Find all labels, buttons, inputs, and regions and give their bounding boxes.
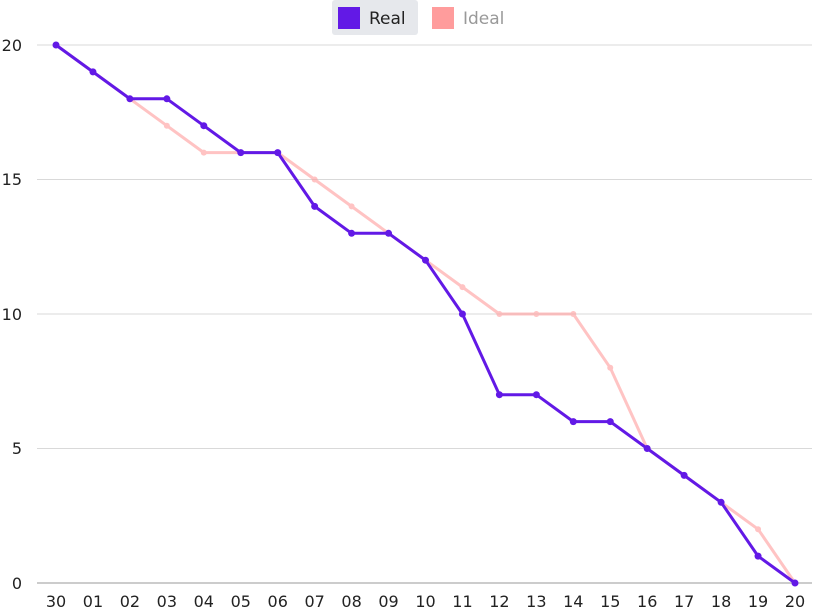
x-tick-label: 05: [231, 592, 251, 611]
y-tick-label: 15: [2, 170, 22, 189]
data-point-real[interactable]: [643, 445, 651, 452]
data-point-real[interactable]: [754, 552, 762, 560]
data-point-real[interactable]: [791, 579, 799, 587]
x-tick-label: 17: [674, 592, 694, 611]
data-point-ideal[interactable]: [755, 526, 762, 533]
x-tick-label: 19: [748, 592, 768, 611]
legend-swatch-ideal[interactable]: [432, 7, 454, 29]
data-point-real[interactable]: [495, 391, 503, 399]
x-tick-label: 10: [415, 592, 435, 611]
data-point-real[interactable]: [126, 95, 134, 103]
data-point-real[interactable]: [163, 95, 171, 103]
y-tick-labels: 0 5 10 15 20: [2, 36, 22, 593]
data-point-real[interactable]: [532, 391, 540, 399]
data-point-ideal[interactable]: [459, 284, 466, 291]
legend-swatch-real[interactable]: [338, 7, 360, 29]
data-point-real[interactable]: [311, 202, 319, 210]
data-point-ideal[interactable]: [163, 122, 170, 129]
x-tick-label: 02: [120, 592, 140, 611]
y-tick-label: 10: [2, 305, 22, 324]
x-tick-label: 20: [785, 592, 805, 611]
data-point-ideal[interactable]: [200, 149, 207, 156]
x-tick-label: 14: [563, 592, 583, 611]
x-tick-label: 04: [194, 592, 214, 611]
y-tick-label: 20: [2, 36, 22, 55]
data-point-real[interactable]: [89, 68, 97, 76]
x-tick-label: 11: [452, 592, 472, 611]
legend: Real Ideal: [332, 0, 504, 35]
grid-lines: [37, 44, 812, 449]
x-tick-label: 06: [268, 592, 288, 611]
data-point-real[interactable]: [717, 498, 725, 506]
x-tick-label: 07: [304, 592, 324, 611]
data-point-ideal[interactable]: [533, 311, 540, 317]
data-point-real[interactable]: [569, 418, 577, 426]
x-tick-labels: 30 01 02 03 04 05 06 07 08 09 10 11 12 13 14 15 16 17 18 19…: [46, 592, 805, 611]
x-tick-label: 18: [711, 592, 731, 611]
data-point-ideal[interactable]: [311, 176, 318, 183]
y-tick-label: 5: [12, 439, 22, 458]
data-point-real[interactable]: [200, 122, 208, 130]
x-tick-label: 16: [637, 592, 657, 611]
x-tick-label: 08: [341, 592, 361, 611]
x-tick-label: 01: [83, 592, 103, 611]
x-tick-label: 15: [600, 592, 620, 611]
data-point-ideal[interactable]: [607, 364, 614, 371]
series-real: [52, 41, 799, 587]
data-point-real[interactable]: [606, 418, 614, 426]
data-point-real[interactable]: [348, 229, 356, 237]
x-tick-label: 12: [489, 592, 509, 611]
y-tick-label: 0: [12, 574, 22, 593]
data-point-real[interactable]: [680, 471, 688, 479]
data-point-ideal[interactable]: [348, 203, 355, 210]
x-tick-label: 09: [378, 592, 398, 611]
legend-label-ideal[interactable]: Ideal: [463, 9, 504, 29]
data-point-real[interactable]: [422, 256, 429, 264]
data-point-real[interactable]: [385, 229, 393, 237]
data-point-real[interactable]: [52, 41, 60, 49]
series-layer: [52, 41, 799, 587]
data-point-real[interactable]: [458, 310, 466, 318]
x-tick-label: 13: [526, 592, 546, 611]
x-tick-label: 30: [46, 592, 66, 611]
data-point-ideal[interactable]: [496, 311, 503, 317]
data-point-ideal[interactable]: [570, 311, 577, 317]
data-point-real[interactable]: [274, 149, 282, 157]
data-point-real[interactable]: [237, 149, 245, 157]
x-tick-label: 03: [157, 592, 177, 611]
legend-label-real[interactable]: Real: [369, 9, 406, 29]
